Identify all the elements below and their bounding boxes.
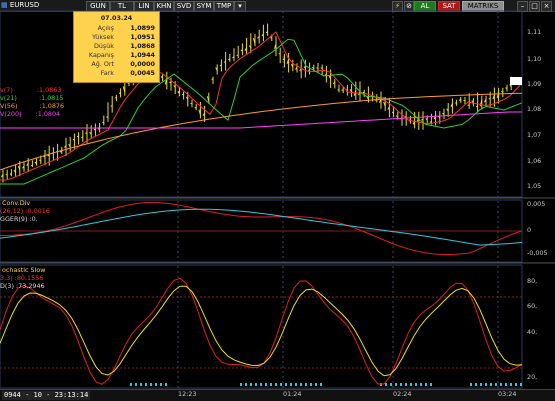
time-tick — [385, 383, 387, 386]
time-tick — [140, 383, 142, 386]
ma7-legend: v(7) :1,0863 — [0, 86, 61, 94]
time-tick — [240, 383, 242, 386]
stoch-ytick: 20, — [527, 373, 537, 381]
time-tick — [265, 383, 267, 386]
time-tick — [500, 383, 502, 386]
time-tick — [260, 383, 262, 386]
time-tick — [395, 383, 397, 386]
stoch-ytick: 80, — [527, 277, 537, 285]
time-tick — [515, 383, 517, 386]
price-ytick: 1,11 — [527, 28, 541, 36]
macd-ytick: -0,005 — [527, 249, 548, 257]
time-tick — [130, 383, 132, 386]
price-bar-tick — [182, 94, 184, 95]
time-tick — [405, 383, 407, 386]
time-tick — [150, 383, 152, 386]
signal-value: GGER(9) :0, — [0, 215, 38, 223]
price-ytick: 1,08 — [527, 105, 541, 113]
macd-ytick: 0 — [527, 226, 531, 234]
time-tick — [295, 383, 297, 386]
time-tick — [245, 383, 247, 386]
time-tick — [485, 383, 487, 386]
time-tick — [430, 383, 432, 386]
ma21-legend: v(21) :1,0815 — [0, 94, 63, 102]
stoch-ytick: 60, — [527, 302, 537, 310]
ma56-line — [0, 93, 522, 170]
macd-title: Conv.Div — [2, 199, 30, 207]
time-tick — [160, 383, 162, 386]
time-tick — [510, 383, 512, 386]
macd-line — [0, 203, 522, 255]
time-tick — [480, 383, 482, 386]
time-tick — [400, 383, 402, 386]
time-tick — [495, 383, 497, 386]
time-tick — [250, 383, 252, 386]
info-date: 07.03.24 — [74, 14, 159, 22]
time-tick — [305, 383, 307, 386]
time-tick — [135, 383, 137, 386]
signal-line — [0, 209, 522, 245]
stoch-d-line — [0, 286, 522, 376]
time-tick — [275, 383, 277, 386]
time-tick — [415, 383, 417, 386]
time-tick — [300, 383, 302, 386]
price-bar-tick — [73, 139, 75, 140]
time-tick — [420, 383, 422, 386]
time-tick — [145, 383, 147, 386]
price-bar-tick — [111, 106, 113, 107]
price-bar-tick — [489, 98, 491, 99]
stoch-title: ochastic Slow — [2, 266, 46, 274]
time-tick — [310, 383, 312, 386]
last-price-marker — [510, 77, 522, 85]
price-ytick: 1,10 — [527, 55, 541, 63]
price-bar-tick — [39, 160, 41, 161]
time-tick — [320, 383, 322, 386]
time-tick — [475, 383, 477, 386]
status-bar: 0944 - 10 - 23:13:14 — [0, 389, 555, 401]
time-tick — [315, 383, 317, 386]
stoch-k-value: 3,3) :80,1556 — [0, 274, 43, 282]
time-tick — [490, 383, 492, 386]
price-ytick: 1,09 — [527, 80, 541, 88]
time-tick — [280, 383, 282, 386]
time-tick — [255, 383, 257, 386]
price-ytick: 1,07 — [527, 131, 541, 139]
stoch-ytick: 40, — [527, 328, 537, 336]
time-tick — [290, 383, 292, 386]
price-bar-tick — [317, 68, 319, 69]
macd-ytick: 0,005 — [527, 200, 545, 208]
time-tick — [165, 383, 167, 386]
stoch-panel-frame — [0, 265, 522, 388]
x-axis-label: 03:24 — [498, 390, 516, 398]
time-tick — [270, 383, 272, 386]
time-tick — [155, 383, 157, 386]
time-tick — [390, 383, 392, 386]
price-bar-tick — [107, 117, 109, 118]
price-bar-tick — [468, 105, 470, 106]
ma56-legend: V(56) :1,0876 — [0, 102, 64, 110]
time-tick — [410, 383, 412, 386]
x-axis-label: 12:23 — [178, 390, 196, 398]
time-tick — [505, 383, 507, 386]
x-axis-label: 01:24 — [283, 390, 301, 398]
time-tick — [285, 383, 287, 386]
x-axis-label: 02:24 — [393, 390, 411, 398]
status-text: 0944 - 10 - 23:13:14 — [2, 391, 90, 400]
time-tick — [520, 383, 522, 386]
stoch-d-value: D(3) :73,2946 — [0, 282, 45, 290]
price-ytick: 1,05 — [527, 182, 541, 190]
macd-value: (26,12) :0,0016 — [0, 207, 50, 215]
time-tick — [425, 383, 427, 386]
time-tick — [470, 383, 472, 386]
ma200-legend: V(200) :1,0804 — [0, 110, 60, 118]
price-bar-tick — [237, 55, 239, 56]
price-ytick: 1,06 — [527, 157, 541, 165]
